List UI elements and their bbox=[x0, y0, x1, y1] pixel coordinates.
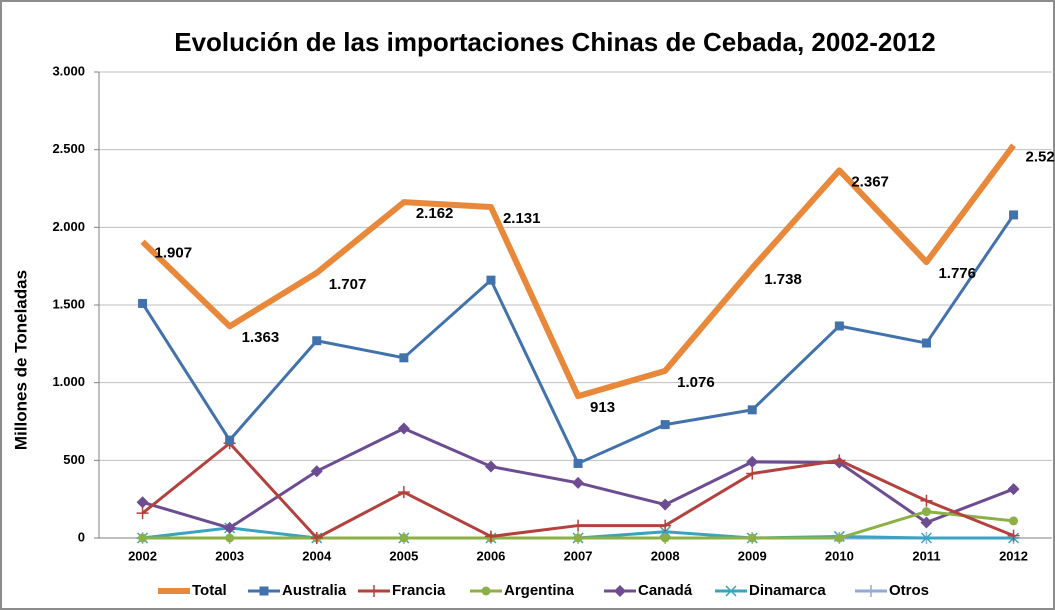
marker bbox=[1007, 529, 1020, 542]
data-label: 2.367 bbox=[851, 173, 889, 190]
legend-label: Dinamarca bbox=[749, 582, 826, 599]
x-tick-label: 2006 bbox=[476, 548, 505, 563]
data-label: 2.528 bbox=[1026, 148, 1055, 165]
marker bbox=[660, 420, 670, 430]
marker bbox=[1009, 516, 1019, 526]
marker bbox=[572, 519, 585, 532]
legend-label: Total bbox=[192, 582, 227, 599]
marker bbox=[614, 585, 626, 597]
marker bbox=[136, 496, 149, 509]
marker bbox=[920, 516, 933, 529]
marker bbox=[1007, 483, 1020, 496]
data-label: 1.776 bbox=[938, 265, 976, 282]
data-label: 1.738 bbox=[764, 271, 802, 288]
marker bbox=[397, 422, 410, 435]
marker bbox=[746, 455, 759, 468]
x-tick-label: 2012 bbox=[999, 548, 1028, 563]
legend-label: Otros bbox=[889, 582, 929, 599]
x-tick-label: 2009 bbox=[738, 548, 767, 563]
marker bbox=[921, 338, 931, 348]
marker bbox=[225, 435, 235, 445]
marker bbox=[310, 532, 323, 544]
marker bbox=[573, 533, 583, 543]
x-tick-label: 2008 bbox=[651, 548, 680, 563]
marker bbox=[834, 533, 844, 543]
data-label: 1.363 bbox=[242, 329, 280, 346]
marker bbox=[368, 585, 380, 597]
marker bbox=[312, 336, 322, 346]
x-tick-label: 2004 bbox=[302, 548, 332, 563]
marker bbox=[920, 532, 933, 544]
x-tick-label: 2010 bbox=[825, 548, 854, 563]
marker bbox=[833, 454, 846, 467]
y-tick-label: 0 bbox=[78, 529, 85, 544]
marker bbox=[725, 585, 737, 597]
data-label: 913 bbox=[590, 399, 615, 416]
x-tick-label: 2005 bbox=[389, 548, 418, 563]
marker bbox=[223, 521, 236, 534]
marker bbox=[138, 298, 148, 308]
data-label: 1.076 bbox=[677, 374, 715, 391]
legend-label: Francia bbox=[392, 582, 446, 599]
data-label: 1.907 bbox=[155, 245, 193, 262]
legend-label: Australia bbox=[282, 582, 347, 599]
marker bbox=[747, 533, 757, 543]
marker bbox=[486, 275, 496, 285]
data-label: 2.131 bbox=[503, 210, 541, 227]
marker bbox=[225, 533, 235, 543]
x-tick-label: 2007 bbox=[564, 548, 593, 563]
marker bbox=[659, 519, 672, 532]
marker bbox=[484, 530, 497, 543]
marker bbox=[921, 507, 931, 517]
x-tick-label: 2002 bbox=[128, 548, 157, 563]
legend-label: Argentina bbox=[504, 582, 575, 599]
x-tick-label: 2011 bbox=[912, 548, 940, 563]
y-tick-label: 1.500 bbox=[52, 296, 85, 311]
marker bbox=[747, 405, 757, 415]
marker bbox=[834, 321, 844, 331]
marker bbox=[484, 460, 497, 473]
marker bbox=[746, 467, 759, 480]
marker bbox=[659, 498, 672, 511]
y-tick-label: 3.000 bbox=[52, 63, 85, 78]
marker bbox=[1009, 210, 1019, 220]
marker bbox=[397, 486, 410, 499]
marker bbox=[865, 585, 877, 597]
y-tick-label: 1.000 bbox=[52, 374, 85, 389]
marker bbox=[259, 586, 269, 596]
marker bbox=[399, 353, 409, 363]
marker bbox=[660, 533, 670, 543]
y-tick-label: 500 bbox=[63, 452, 85, 467]
y-tick-label: 2.500 bbox=[52, 141, 85, 156]
marker bbox=[481, 586, 491, 596]
y-axis-title: Millones de Toneladas bbox=[11, 270, 30, 450]
marker bbox=[136, 507, 149, 520]
legend-label: Canadá bbox=[638, 582, 693, 599]
marker bbox=[310, 465, 323, 478]
x-tick-label: 2003 bbox=[215, 548, 244, 563]
data-label: 2.162 bbox=[416, 205, 454, 222]
marker bbox=[138, 533, 148, 543]
marker bbox=[399, 533, 409, 543]
marker bbox=[920, 494, 933, 507]
marker bbox=[572, 476, 585, 489]
data-label: 1.707 bbox=[329, 276, 367, 293]
series-line bbox=[140, 143, 1016, 400]
y-tick-label: 2.000 bbox=[52, 219, 85, 234]
marker bbox=[573, 458, 583, 468]
chart-title: Evolución de las importaciones Chinas de… bbox=[174, 27, 936, 57]
